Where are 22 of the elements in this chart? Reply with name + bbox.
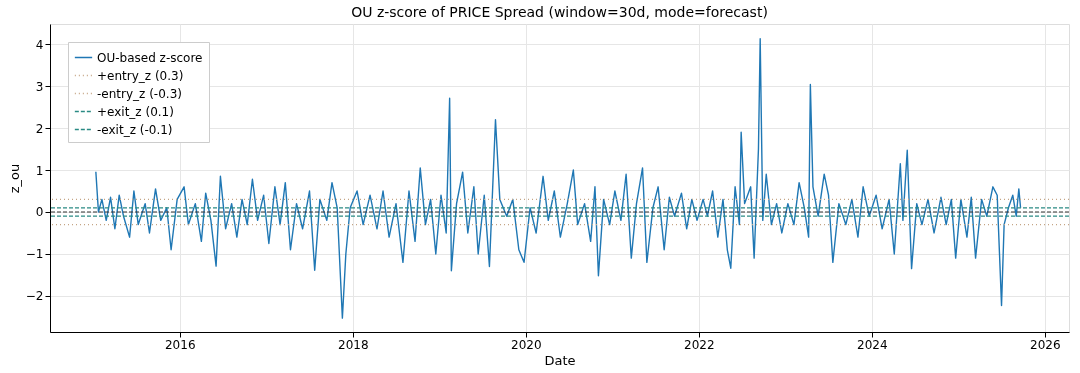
legend-label: +exit_z (0.1) [97, 104, 174, 119]
x-axis-title: Date [544, 352, 576, 368]
chart-title: OU z-score of PRICE Spread (window=30d, mode=forecast) [351, 4, 768, 20]
x-tick-label: 2018 [337, 337, 369, 352]
y-tick-label: 2 [35, 121, 44, 136]
x-tick-label: 2026 [1030, 337, 1061, 352]
legend-label: OU-based z-score [97, 50, 203, 65]
legend-label: -exit_z (-0.1) [97, 122, 173, 137]
y-tick-label: 0 [35, 205, 44, 220]
x-tick-label: 2024 [857, 337, 888, 352]
x-tick-label: 2020 [510, 337, 542, 352]
y-axis-title: z_ou [6, 163, 22, 194]
y-tick-label: −2 [25, 289, 44, 304]
x-tick-label: 2022 [684, 337, 715, 352]
x-tick-label: 2016 [164, 337, 196, 352]
y-tick-label: 1 [35, 163, 44, 178]
legend-label: -entry_z (-0.3) [97, 86, 182, 101]
y-tick-label: −1 [25, 247, 44, 262]
y-tick-label: 3 [35, 79, 44, 94]
line-series [95, 37, 1022, 319]
legend-label: +entry_z (0.3) [97, 68, 184, 83]
y-tick-label: 4 [35, 37, 44, 52]
